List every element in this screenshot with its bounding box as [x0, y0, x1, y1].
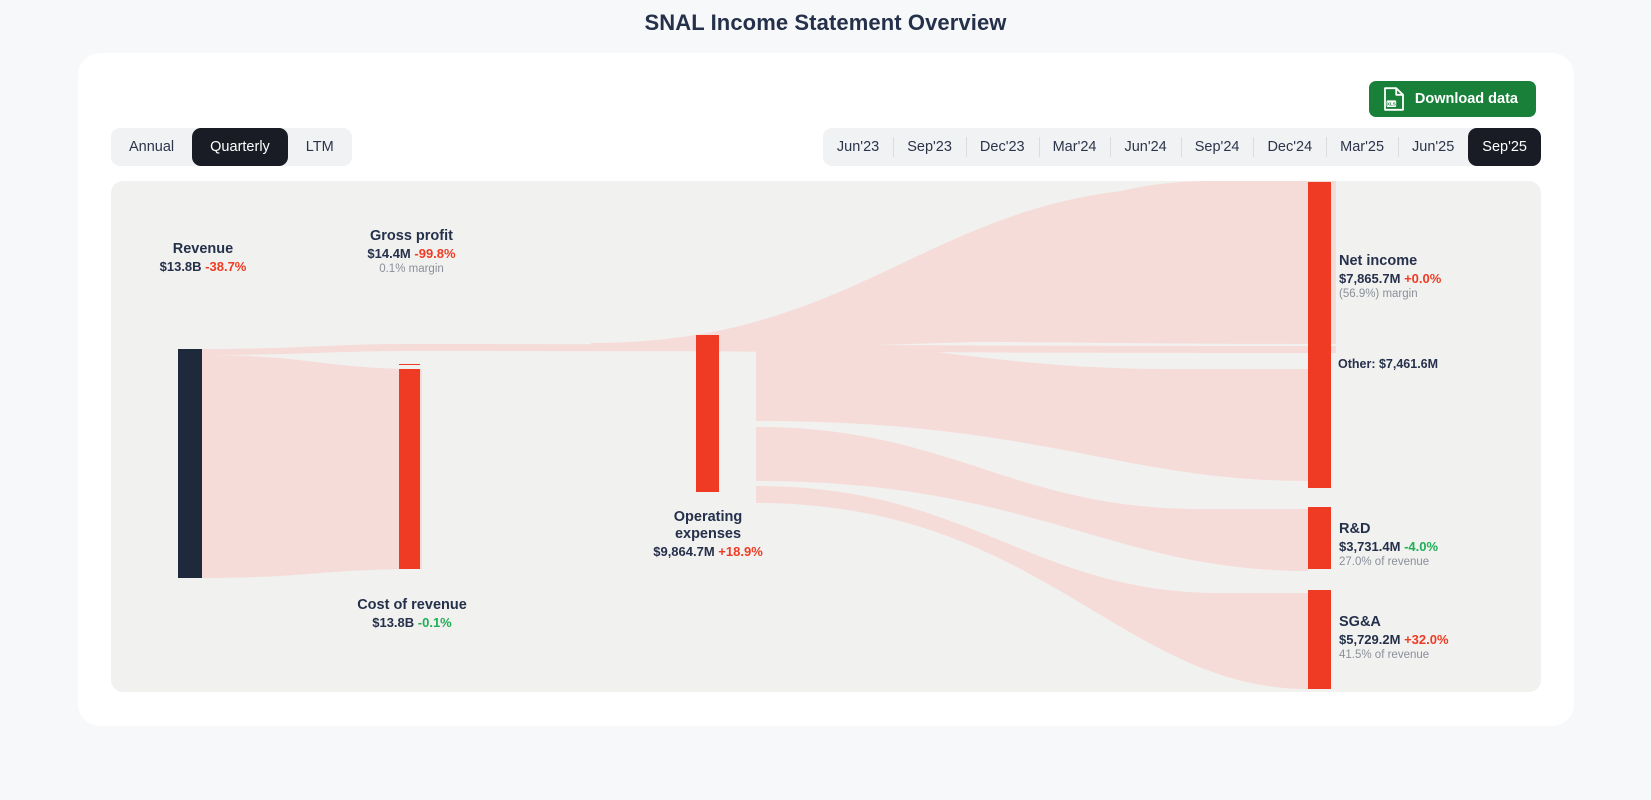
label-rnd-change: -4.0%	[1404, 539, 1439, 554]
label-gross-profit-change: -99.8%	[414, 246, 456, 261]
label-rnd-name: R&D	[1339, 521, 1371, 537]
period-sep25[interactable]: Sep'25	[1468, 128, 1541, 166]
chart-card: XLS Download data Annual Quarterly LTM J…	[78, 53, 1574, 726]
label-operating-expenses-change: +18.9%	[718, 544, 763, 559]
label-operating-expenses: Operating expenses $9,864.7M +18.9%	[638, 509, 778, 560]
label-operating-expenses-name-line2: expenses	[674, 526, 742, 542]
node-cost-of-revenue-bar[interactable]	[399, 369, 420, 569]
label-sgna-values: $5,729.2M +32.0%	[1339, 631, 1449, 648]
period-sep23[interactable]: Sep'23	[893, 128, 966, 166]
node-sgna-bar[interactable]	[1308, 590, 1331, 689]
label-gross-profit-sub: 0.1% margin	[379, 263, 444, 275]
flow-other-to-net-income	[756, 341, 1308, 481]
label-revenue-amount: $13.8B	[159, 259, 202, 274]
node-revenue-bar[interactable]	[178, 349, 202, 578]
label-revenue-change: -38.7%	[205, 259, 247, 274]
period-jun24[interactable]: Jun'24	[1110, 128, 1180, 166]
period-dec23[interactable]: Dec'23	[965, 128, 1039, 166]
flow-revenue-to-cost-of-revenue	[202, 355, 422, 578]
period-selector: Jun'23 Sep'23 Dec'23 Mar'24 Jun'24 Sep'2…	[822, 128, 1541, 166]
label-operating-expenses-name-line1: Operating	[673, 509, 743, 525]
label-revenue-values: $13.8B -38.7%	[133, 258, 273, 275]
sankey-nodes	[178, 182, 1331, 689]
label-net-income-values: $7,865.7M +0.0%	[1339, 270, 1441, 287]
node-net-income-bar[interactable]	[1308, 182, 1331, 488]
label-sgna-name: SG&A	[1339, 614, 1381, 630]
flow-top-to-net-income	[591, 187, 1308, 349]
svg-text:XLS: XLS	[1387, 102, 1396, 107]
label-rnd-amount: $3,731.4M	[1339, 539, 1401, 554]
label-sgna-sub: 41.5% of revenue	[1339, 649, 1430, 661]
label-net-income-name: Net income	[1339, 253, 1418, 269]
period-type-annual[interactable]: Annual	[129, 139, 175, 155]
label-net-income-change: +0.0%	[1404, 271, 1442, 286]
label-gross-profit: Gross profit $14.4M -99.8% 0.1% margin	[339, 228, 484, 277]
label-other: Other: $7,461.6M	[1338, 357, 1439, 371]
label-operating-expenses-amount: $9,864.7M	[653, 544, 715, 559]
label-rnd-sub: 27.0% of revenue	[1339, 556, 1430, 568]
download-data-label: Download data	[1414, 91, 1518, 107]
download-data-button[interactable]: XLS Download data	[1368, 81, 1536, 117]
label-cost-of-revenue-values: $13.8B -0.1%	[336, 614, 488, 631]
label-sgna-change: +32.0%	[1404, 632, 1449, 647]
period-jun23[interactable]: Jun'23	[836, 139, 880, 155]
label-gross-profit-name: Gross profit	[370, 228, 453, 244]
xls-file-icon: XLS	[1383, 87, 1405, 111]
period-jun25[interactable]: Jun'25	[1398, 128, 1468, 166]
flow-opex-to-sgna	[756, 486, 1308, 689]
label-sgna-amount: $5,729.2M	[1339, 632, 1401, 647]
label-gross-profit-amount: $14.4M	[367, 246, 411, 261]
period-type-quarterly[interactable]: Quarterly	[192, 128, 288, 166]
period-dec24[interactable]: Dec'24	[1253, 128, 1326, 166]
label-cost-of-revenue: Cost of revenue $13.8B -0.1%	[336, 597, 488, 631]
period-mar25[interactable]: Mar'25	[1326, 128, 1398, 166]
sankey-svg	[178, 181, 1336, 689]
period-type-toggle: Annual Quarterly LTM	[111, 128, 352, 166]
label-revenue-name: Revenue	[172, 241, 234, 257]
node-operating-expenses-bar[interactable]	[696, 335, 719, 492]
label-cost-of-revenue-amount: $13.8B	[372, 615, 415, 630]
label-sgna: SG&A $5,729.2M +32.0% 41.5% of revenue	[1339, 614, 1449, 663]
flow-opex-to-rnd	[756, 427, 1308, 571]
period-type-ltm[interactable]: LTM	[305, 139, 334, 155]
page-title: SNAL Income Statement Overview	[644, 10, 1007, 35]
label-revenue: Revenue $13.8B -38.7%	[133, 241, 273, 275]
label-operating-expenses-values: $9,864.7M +18.9%	[638, 543, 778, 560]
flow-revenue-to-gross-profit	[202, 344, 422, 355]
node-rnd-bar[interactable]	[1308, 507, 1331, 569]
node-gross-profit-bar[interactable]	[399, 364, 420, 365]
period-mar24[interactable]: Mar'24	[1038, 128, 1111, 166]
label-net-income: Net income $7,865.7M +0.0% (56.9%) margi…	[1339, 253, 1441, 302]
label-net-income-amount: $7,865.7M	[1339, 271, 1401, 286]
period-sep24[interactable]: Sep'24	[1180, 128, 1254, 166]
label-cost-of-revenue-change: -0.1%	[417, 615, 452, 630]
label-rnd: R&D $3,731.4M -4.0% 27.0% of revenue	[1339, 521, 1438, 570]
sankey-flows	[202, 181, 1336, 689]
label-rnd-values: $3,731.4M -4.0%	[1339, 538, 1438, 555]
label-cost-of-revenue-name: Cost of revenue	[357, 597, 467, 613]
label-gross-profit-values: $14.4M -99.8%	[339, 245, 484, 262]
label-net-income-sub: (56.9%) margin	[1339, 288, 1418, 300]
sankey-chart: Revenue $13.8B -38.7% Gross profit $14.4…	[111, 181, 1541, 692]
